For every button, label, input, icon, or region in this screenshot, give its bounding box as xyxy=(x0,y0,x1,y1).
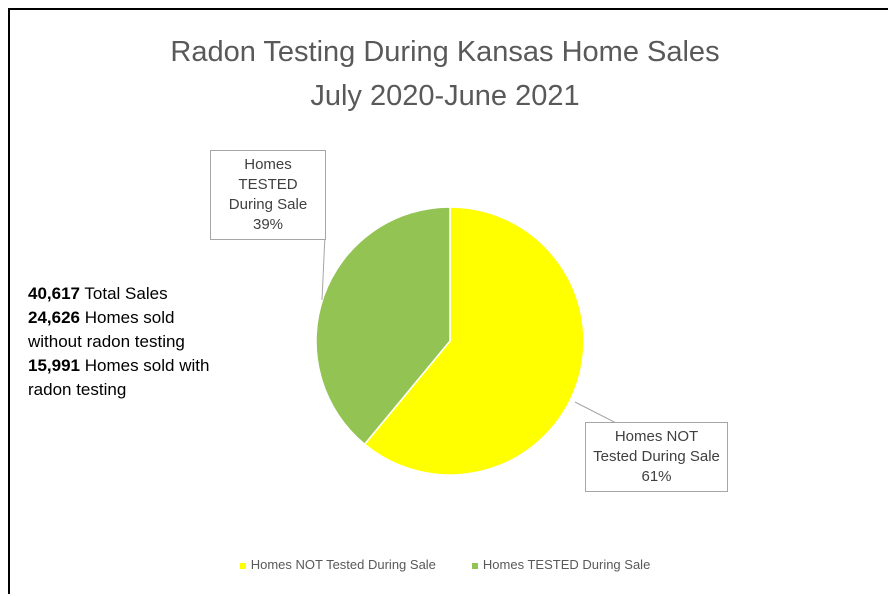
pie-slice xyxy=(315,206,451,446)
annotation-text: Total Sales xyxy=(84,284,168,303)
annotations: 40,617 Total Sales 24,626 Homes sold with… xyxy=(28,282,228,402)
annotation-text: Homes sold with radon testing xyxy=(28,356,210,399)
chart-subtitle: July 2020-June 2021 xyxy=(310,80,580,112)
leader-line xyxy=(321,234,326,301)
legend: Homes NOT Tested During Sale Homes TESTED… xyxy=(0,557,890,572)
annotation: 40,617 Total Sales xyxy=(28,282,228,306)
pie-slice xyxy=(363,206,585,476)
legend-swatch xyxy=(471,562,478,569)
leader-line xyxy=(574,401,621,426)
legend-label: Homes TESTED During Sale xyxy=(482,557,651,572)
legend-swatch xyxy=(239,562,246,569)
legend-entry: Homes TESTED During Sale xyxy=(471,557,651,572)
data-label: Homes NOT Tested During Sale 61% xyxy=(585,422,728,492)
frame xyxy=(8,8,888,594)
data-label-category: Homes TESTED During Sale xyxy=(228,156,308,213)
annotation: 24,626 Homes sold without radon testing xyxy=(28,306,228,354)
annotation-number: 24,626 xyxy=(28,308,80,327)
data-label-value: 39% xyxy=(252,216,284,233)
annotation-number: 15,991 xyxy=(28,356,80,375)
legend-label: Homes NOT Tested During Sale xyxy=(250,557,436,572)
legend-entry: Homes NOT Tested During Sale xyxy=(239,557,436,572)
data-label: Homes TESTED During Sale 39% xyxy=(210,150,326,240)
data-label-category: Homes NOT Tested During Sale xyxy=(593,428,720,465)
chart-title: Radon Testing During Kansas Home Sales xyxy=(170,36,720,68)
annotation: 15,991 Homes sold with radon testing xyxy=(28,354,228,402)
data-label-value: 61% xyxy=(641,468,672,485)
annotation-text: Homes sold without radon testing xyxy=(28,308,185,351)
annotation-number: 40,617 xyxy=(28,284,80,303)
